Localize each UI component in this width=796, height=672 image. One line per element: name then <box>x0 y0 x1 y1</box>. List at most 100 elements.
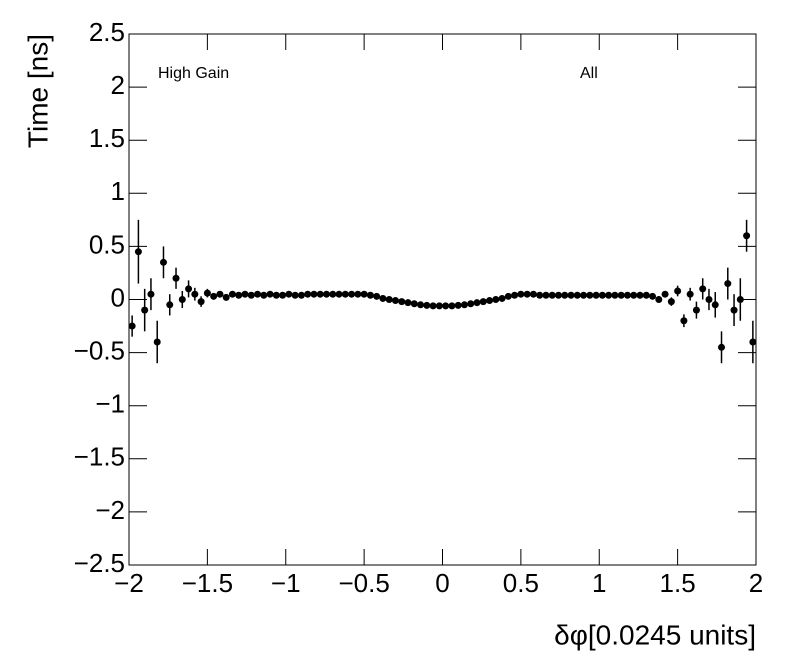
x-axis-title: δφ[0.0245 units] <box>554 619 756 650</box>
data-point <box>454 301 462 309</box>
data-point <box>254 290 262 298</box>
data-point <box>235 291 243 299</box>
data-point <box>153 338 161 346</box>
data-point <box>159 258 167 266</box>
annotation: High Gain <box>158 65 229 82</box>
data-point <box>711 301 719 309</box>
data-point <box>649 292 657 300</box>
y-tick-label: 2.5 <box>89 17 125 47</box>
data-point <box>542 291 550 299</box>
data-point <box>266 290 274 298</box>
data-point <box>391 297 399 305</box>
data-point <box>291 291 299 299</box>
data-point <box>692 306 700 314</box>
data-point <box>141 306 149 314</box>
x-tick-label: 0 <box>435 568 449 598</box>
data-point <box>410 300 418 308</box>
x-tick-label: −2 <box>114 568 144 598</box>
y-tick-label: −2 <box>95 495 125 525</box>
annotation: All <box>580 65 598 82</box>
data-point <box>191 290 199 298</box>
y-tick-label: 1 <box>111 176 125 206</box>
data-point <box>260 291 268 299</box>
data-point <box>297 291 305 299</box>
data-point <box>743 232 751 240</box>
data-point <box>724 280 732 288</box>
data-point <box>605 291 613 299</box>
x-tick-label: 2 <box>749 568 763 598</box>
data-point <box>285 290 293 298</box>
data-point <box>492 296 500 303</box>
data-point <box>661 290 669 298</box>
data-point <box>216 290 224 298</box>
data-point <box>379 294 387 302</box>
data-point <box>272 291 280 299</box>
data-point <box>674 287 682 295</box>
data-point <box>203 289 211 297</box>
data-point <box>385 296 393 303</box>
data-point <box>705 296 713 303</box>
data-point <box>479 298 487 306</box>
y-tick-label: 0 <box>111 282 125 312</box>
x-tick-label: 1 <box>592 568 606 598</box>
data-point <box>548 291 556 299</box>
data-point <box>586 291 594 299</box>
x-tick-label: −1 <box>271 568 301 598</box>
data-point <box>498 294 506 302</box>
data-point <box>636 291 644 299</box>
data-point <box>147 290 155 298</box>
data-point <box>373 292 381 300</box>
data-point <box>134 248 142 256</box>
data-point <box>228 290 236 298</box>
x-tick-label: 1.5 <box>660 568 696 598</box>
data-point <box>642 291 650 299</box>
y-tick-label: 2 <box>111 70 125 100</box>
data-point <box>185 285 193 293</box>
data-point <box>630 291 638 299</box>
data-point <box>398 298 406 306</box>
data-point <box>598 291 606 299</box>
data-point <box>736 296 744 303</box>
data-point <box>655 296 663 303</box>
data-point <box>617 291 625 299</box>
y-tick-label: 1.5 <box>89 123 125 153</box>
data-point <box>335 290 343 298</box>
data-point <box>473 299 481 307</box>
data-point <box>404 299 412 307</box>
data-point <box>730 306 738 314</box>
data-point <box>247 291 255 299</box>
data-point <box>567 291 575 299</box>
data-point <box>554 291 562 299</box>
data-point <box>316 290 324 298</box>
x-tick-label: −1.5 <box>182 568 233 598</box>
data-point <box>511 291 519 299</box>
data-point <box>310 290 318 298</box>
y-tick-label: −1 <box>95 389 125 419</box>
data-point <box>366 291 374 299</box>
data-point <box>423 301 431 309</box>
data-point <box>329 290 337 298</box>
data-point <box>341 290 349 298</box>
x-tick-label: 0.5 <box>503 568 539 598</box>
data-point <box>166 301 174 309</box>
data-point <box>354 290 362 298</box>
data-point <box>580 291 588 299</box>
data-point <box>360 290 368 298</box>
data-point <box>718 343 726 351</box>
data-point <box>523 290 531 298</box>
data-point <box>172 274 180 282</box>
data-point <box>435 302 443 310</box>
data-point <box>592 291 600 299</box>
x-tick-label: −0.5 <box>338 568 389 598</box>
y-tick-label: 0.5 <box>89 229 125 259</box>
data-point <box>561 291 569 299</box>
data-point <box>686 290 694 298</box>
data-point <box>128 322 136 330</box>
data-point <box>460 301 468 309</box>
data-point <box>536 291 544 299</box>
data-point <box>279 291 287 299</box>
data-point <box>241 290 249 298</box>
y-tick-label: −1.5 <box>74 442 125 472</box>
